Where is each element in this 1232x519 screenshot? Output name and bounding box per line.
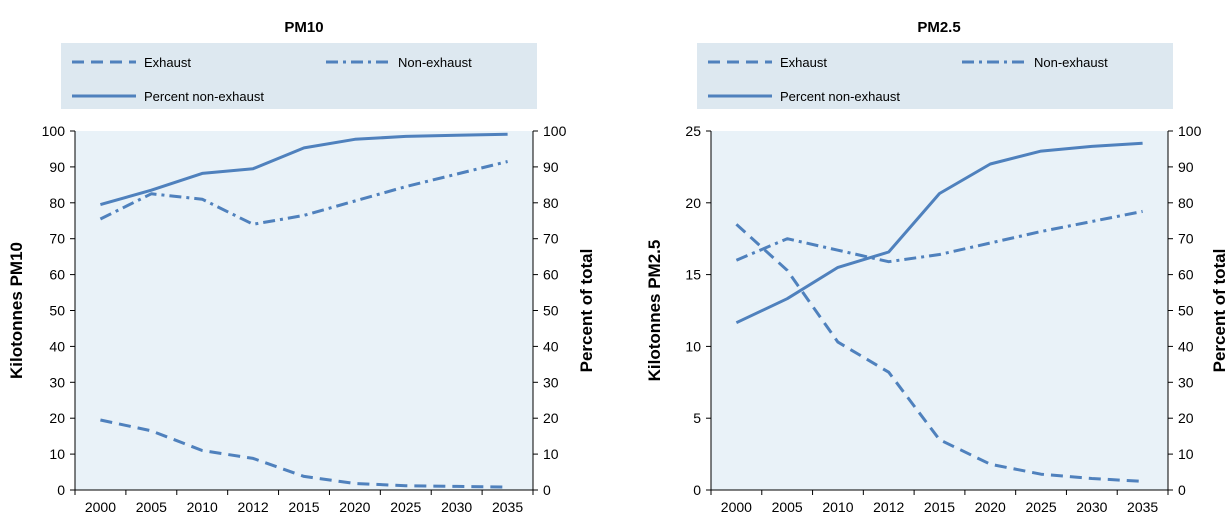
y-right-tick-label: 20 — [1178, 410, 1194, 426]
y-axis-label-left: Kilotonnes PM2.5 — [645, 240, 664, 382]
x-tick-label: 2015 — [288, 499, 319, 515]
y-left-tick-label: 40 — [49, 338, 65, 354]
legend-label: Exhaust — [144, 55, 191, 70]
x-tick-label: 2010 — [822, 499, 853, 515]
y-right-tick-label: 50 — [543, 303, 559, 319]
y-right-tick-label: 10 — [543, 446, 559, 462]
legend-label: Percent non-exhaust — [144, 89, 264, 104]
x-tick-label: 2020 — [339, 499, 370, 515]
chart-pm10: PM10 Exhaust Non-exhaust Percent non-exhaus… — [7, 19, 596, 515]
y-left-tick-label: 60 — [49, 267, 65, 283]
plot-area — [75, 131, 533, 490]
series-line-non-exhaust — [735, 209, 1143, 264]
y-left-tick-label: 10 — [685, 338, 701, 354]
y-left-tick-label: 25 — [685, 123, 701, 139]
x-tick-label: 2035 — [1127, 499, 1158, 515]
y-left-tick-label: 70 — [49, 231, 65, 247]
x-tick-label: 2030 — [1076, 499, 1107, 515]
series-line-percent-non-exhaust — [735, 141, 1143, 325]
y-right-tick-label: 50 — [1178, 303, 1194, 319]
y-right-tick-label: 80 — [543, 195, 559, 211]
y-left-tick-label: 15 — [685, 267, 701, 283]
y-right-tick-label: 90 — [543, 159, 559, 175]
x-tick-label: 2035 — [492, 499, 523, 515]
chart-pm25: PM2.5 Exhaust Non-exhaust Percent non-exhau… — [645, 19, 1229, 515]
series-line-percent-non-exhaust — [99, 132, 508, 207]
chart-title: PM2.5 — [917, 19, 960, 36]
y-left-tick-label: 20 — [49, 410, 65, 426]
series-line-exhaust — [735, 223, 1143, 483]
y-right-tick-label: 60 — [543, 267, 559, 283]
y-left-tick-label: 100 — [42, 123, 66, 139]
x-tick-label: 2000 — [721, 499, 752, 515]
legend-background — [61, 43, 537, 109]
y-right-tick-label: 80 — [1178, 195, 1194, 211]
x-tick-label: 2020 — [975, 499, 1006, 515]
y-left-tick-label: 20 — [685, 195, 701, 211]
y-left-tick-label: 50 — [49, 303, 65, 319]
y-left-tick-label: 90 — [49, 159, 65, 175]
y-axis-label-left: Kilotonnes PM10 — [7, 242, 26, 379]
legend-label: Non-exhaust — [1034, 55, 1108, 70]
chart-title: PM10 — [284, 19, 323, 36]
y-right-tick-label: 70 — [543, 231, 559, 247]
y-left-tick-label: 30 — [49, 374, 65, 390]
x-tick-label: 2025 — [1025, 499, 1056, 515]
legend-label: Exhaust — [780, 55, 827, 70]
y-left-tick-label: 80 — [49, 195, 65, 211]
y-right-tick-label: 40 — [1178, 338, 1194, 354]
y-axis-label-right: Percent of total — [577, 249, 596, 373]
legend-background — [697, 43, 1173, 109]
legend-label: Non-exhaust — [398, 55, 472, 70]
y-right-tick-label: 100 — [543, 123, 567, 139]
y-left-tick-label: 5 — [693, 410, 701, 426]
x-tick-label: 2025 — [390, 499, 421, 515]
x-tick-label: 2010 — [187, 499, 218, 515]
y-axis-label-right: Percent of total — [1210, 249, 1229, 373]
series-line-exhaust — [100, 418, 508, 489]
y-right-tick-label: 40 — [543, 338, 559, 354]
y-left-tick-label: 10 — [49, 446, 65, 462]
series-line-non-exhaust — [99, 160, 508, 226]
y-right-tick-label: 60 — [1178, 267, 1194, 283]
y-right-tick-label: 10 — [1178, 446, 1194, 462]
y-right-tick-label: 100 — [1178, 123, 1202, 139]
y-left-tick-label: 0 — [57, 482, 65, 498]
x-tick-label: 2015 — [924, 499, 955, 515]
x-tick-label: 2012 — [873, 499, 904, 515]
y-right-tick-label: 0 — [543, 482, 551, 498]
y-left-tick-label: 0 — [693, 482, 701, 498]
x-tick-label: 2012 — [238, 499, 269, 515]
y-right-tick-label: 30 — [1178, 374, 1194, 390]
x-tick-label: 2030 — [441, 499, 472, 515]
y-right-tick-label: 70 — [1178, 231, 1194, 247]
x-tick-label: 2000 — [85, 499, 116, 515]
y-right-tick-label: 30 — [543, 374, 559, 390]
y-right-tick-label: 0 — [1178, 482, 1186, 498]
y-right-tick-label: 20 — [543, 410, 559, 426]
x-tick-label: 2005 — [136, 499, 167, 515]
y-right-tick-label: 90 — [1178, 159, 1194, 175]
x-tick-label: 2005 — [772, 499, 803, 515]
legend-label: Percent non-exhaust — [780, 89, 900, 104]
plot-area — [711, 131, 1168, 490]
